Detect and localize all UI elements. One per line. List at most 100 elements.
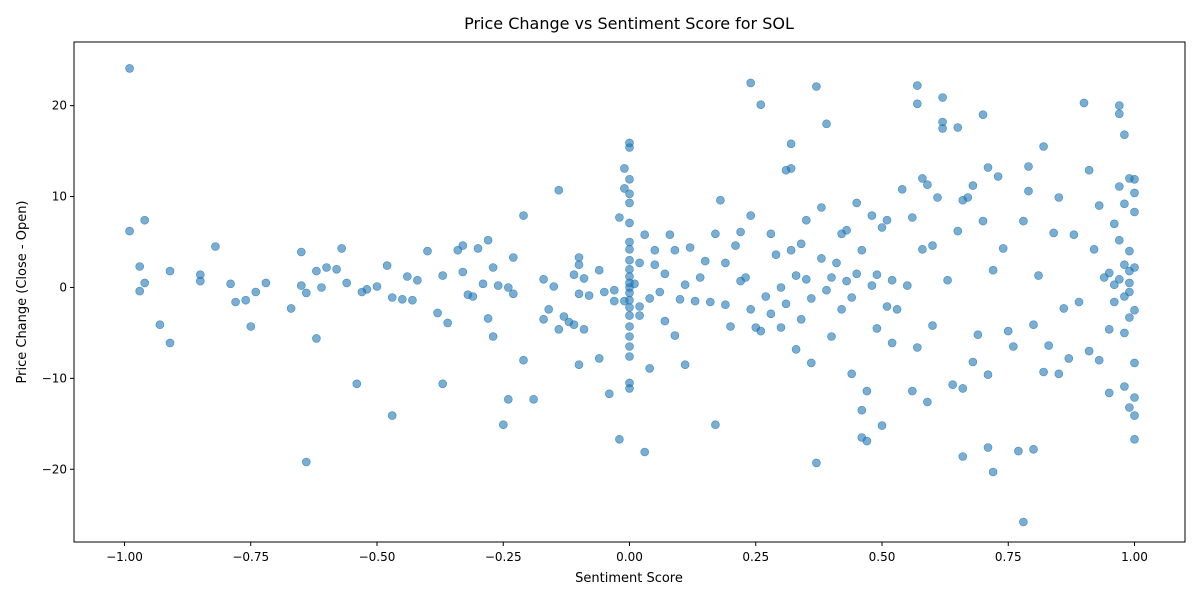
data-point — [599, 287, 609, 297]
data-point — [539, 314, 548, 324]
y-axis-ticks: −20 −10 0 10 20 — [42, 99, 74, 476]
data-point — [978, 110, 988, 119]
data-point — [312, 266, 321, 276]
data-point — [342, 278, 352, 288]
data-point — [625, 384, 634, 393]
data-point — [806, 358, 816, 368]
data-point — [827, 273, 836, 282]
data-point — [923, 180, 932, 189]
data-point — [1130, 358, 1139, 368]
data-point — [1130, 434, 1139, 444]
x-tick-label: 0.50 — [869, 550, 896, 564]
data-point — [887, 338, 897, 348]
data-point — [574, 360, 584, 370]
data-point — [196, 276, 205, 286]
data-point — [544, 304, 554, 314]
data-point — [731, 241, 740, 250]
data-point — [1084, 346, 1094, 356]
y-tick-label: −20 — [42, 462, 67, 476]
data-point — [226, 279, 235, 289]
data-point — [438, 379, 448, 389]
data-point — [665, 230, 675, 239]
y-tick-label: 0 — [59, 280, 67, 294]
data-point — [594, 265, 604, 275]
data-point — [539, 274, 548, 284]
data-point — [766, 229, 776, 239]
data-point — [761, 292, 771, 301]
data-point — [1130, 188, 1139, 198]
data-point — [488, 263, 498, 272]
data-point — [801, 215, 811, 225]
data-point — [670, 245, 680, 255]
data-point — [938, 124, 947, 133]
data-point — [1049, 228, 1058, 238]
data-point — [554, 324, 564, 334]
data-point — [776, 283, 786, 292]
x-tick-label: 0.75 — [995, 550, 1022, 564]
data-point — [559, 312, 569, 321]
data-point — [822, 285, 831, 295]
data-point — [211, 242, 220, 251]
data-point — [609, 296, 619, 306]
data-point — [1024, 186, 1033, 196]
data-point — [458, 241, 468, 250]
data-point — [625, 218, 634, 228]
data-point — [781, 299, 791, 309]
data-point — [973, 330, 983, 340]
data-point — [402, 272, 412, 281]
data-point — [387, 411, 397, 420]
data-point — [1029, 444, 1038, 454]
x-tick-label: −0.50 — [359, 550, 396, 564]
data-point — [938, 93, 947, 102]
data-point — [554, 185, 564, 195]
data-point — [650, 260, 660, 270]
data-point — [478, 279, 488, 289]
data-point — [746, 304, 756, 314]
data-point — [387, 293, 397, 302]
data-point — [882, 215, 892, 225]
data-point — [1094, 355, 1104, 365]
data-point — [1019, 216, 1028, 226]
data-point — [625, 311, 634, 320]
data-point — [726, 322, 735, 331]
data-point — [786, 245, 796, 255]
data-point — [897, 185, 907, 194]
data-point — [918, 174, 927, 183]
data-point — [655, 287, 665, 297]
data-point — [1125, 403, 1134, 412]
data-point — [529, 394, 538, 404]
data-point — [695, 273, 705, 282]
x-tick-label: −0.75 — [232, 550, 269, 564]
data-point — [625, 175, 634, 184]
y-tick-label: 20 — [52, 99, 67, 113]
data-point — [1115, 235, 1124, 245]
data-point — [372, 282, 382, 291]
data-point — [943, 275, 952, 285]
data-point — [625, 189, 634, 199]
data-point — [968, 181, 978, 190]
data-point — [806, 294, 816, 303]
data-point — [842, 225, 851, 235]
data-point — [822, 119, 831, 129]
data-point — [1019, 517, 1028, 527]
data-point — [953, 226, 963, 236]
data-point — [796, 314, 806, 324]
data-point — [640, 230, 650, 239]
data-point — [1054, 369, 1064, 379]
data-point — [1089, 245, 1099, 254]
data-point — [625, 342, 634, 351]
data-point — [625, 264, 634, 274]
data-point — [907, 213, 917, 222]
data-point — [812, 458, 821, 468]
data-point — [1130, 175, 1139, 184]
data-point — [1115, 274, 1124, 284]
data-point — [1094, 201, 1104, 210]
data-point — [1029, 320, 1038, 330]
data-point — [862, 436, 872, 446]
data-point — [625, 288, 634, 298]
data-point — [519, 355, 528, 365]
data-point — [397, 294, 407, 304]
data-point — [1125, 313, 1134, 322]
data-point — [1120, 328, 1129, 338]
